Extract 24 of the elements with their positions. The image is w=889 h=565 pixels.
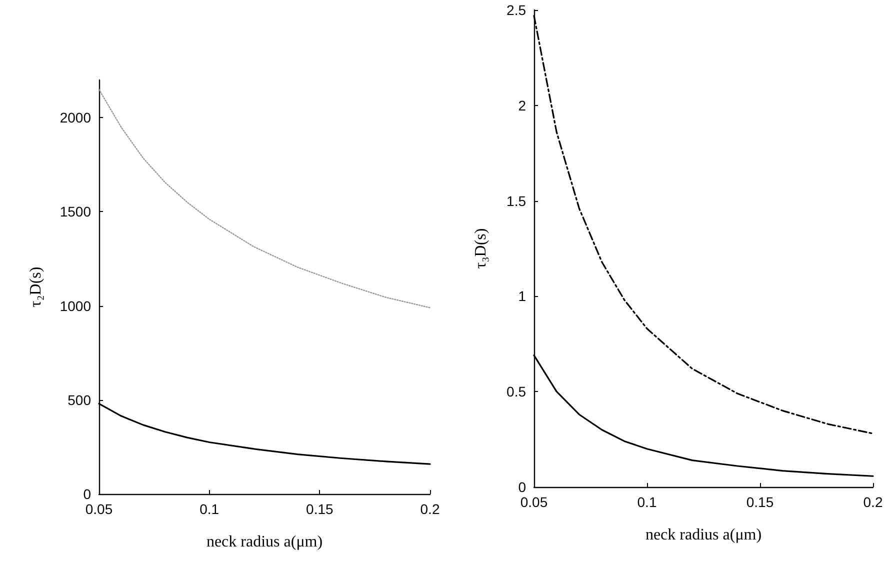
x-axis-title: neck radius a(μm) [645, 526, 762, 544]
y-tick-label: 500 [68, 392, 92, 408]
x-tick-label: 0.2 [420, 501, 440, 517]
x-tick-label: 0.15 [306, 501, 334, 517]
x-axis-title: neck radius a(μm) [206, 534, 323, 550]
y-tick-label: 0 [518, 479, 526, 495]
y-tick-label: 0.5 [506, 384, 526, 400]
x-tick-label: 0.2 [863, 494, 883, 510]
x-tick-label: 0.05 [520, 494, 548, 510]
x-tick-label: 0.1 [200, 501, 220, 517]
y-tick-label: 2 [518, 97, 526, 114]
x-tick-label: 0.1 [637, 494, 657, 510]
y-tick-label: 2000 [60, 110, 92, 126]
y-axis-title: τ₃D(s) [472, 228, 490, 269]
line-series [98, 88, 431, 308]
y-tick-label: 1500 [60, 204, 92, 220]
y-tick-label: 2.5 [506, 2, 526, 18]
y-axis-title: τ₂D(s) [28, 266, 44, 308]
y-tick-label: 1000 [60, 298, 92, 314]
y-tick-label: 0 [83, 486, 92, 502]
x-tick-label: 0.05 [85, 501, 113, 517]
x-tick-label: 0.15 [746, 494, 774, 510]
y-tick-label: 1 [518, 288, 526, 304]
y-tick-label: 1.5 [506, 192, 526, 209]
